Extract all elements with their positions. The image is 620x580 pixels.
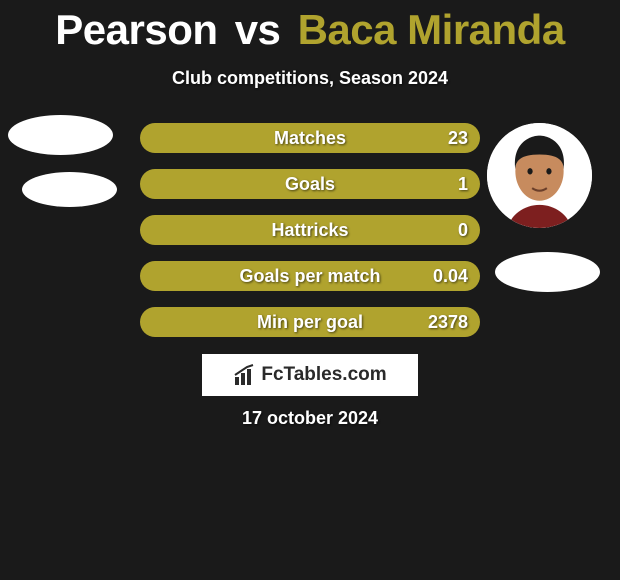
avatar-icon — [487, 123, 592, 228]
player1-club-placeholder — [22, 172, 117, 207]
stats-container: Matches 23 Goals 1 Hattricks 0 Goals per match… — [140, 123, 480, 353]
stat-row: Hattricks 0 — [140, 215, 480, 245]
player2-avatar — [487, 123, 592, 228]
stat-label: Goals — [285, 174, 335, 195]
stat-row: Min per goal 2378 — [140, 307, 480, 337]
stat-value-right: 2378 — [428, 312, 468, 333]
subtitle: Club competitions, Season 2024 — [0, 68, 620, 89]
stat-label: Min per goal — [257, 312, 363, 333]
bars-icon — [233, 363, 257, 387]
date-text: 17 october 2024 — [0, 408, 620, 429]
stat-label: Goals per match — [239, 266, 380, 287]
stat-label: Matches — [274, 128, 346, 149]
stat-row: Goals 1 — [140, 169, 480, 199]
player1-badge-placeholder — [8, 115, 113, 155]
stat-value-right: 1 — [458, 174, 468, 195]
player2-name: Baca Miranda — [298, 6, 565, 53]
stat-value-right: 0 — [458, 220, 468, 241]
vs-text: vs — [235, 6, 281, 53]
footer-brand-text: FcTables.com — [261, 364, 386, 386]
stat-row: Goals per match 0.04 — [140, 261, 480, 291]
stat-label: Hattricks — [271, 220, 348, 241]
page-title: Pearson vs Baca Miranda — [0, 0, 620, 54]
stat-row: Matches 23 — [140, 123, 480, 153]
stat-value-right: 23 — [448, 128, 468, 149]
player1-name: Pearson — [55, 6, 217, 53]
stat-value-right: 0.04 — [433, 266, 468, 287]
footer-brand-box[interactable]: FcTables.com — [202, 354, 418, 396]
player2-club-placeholder — [495, 252, 600, 292]
